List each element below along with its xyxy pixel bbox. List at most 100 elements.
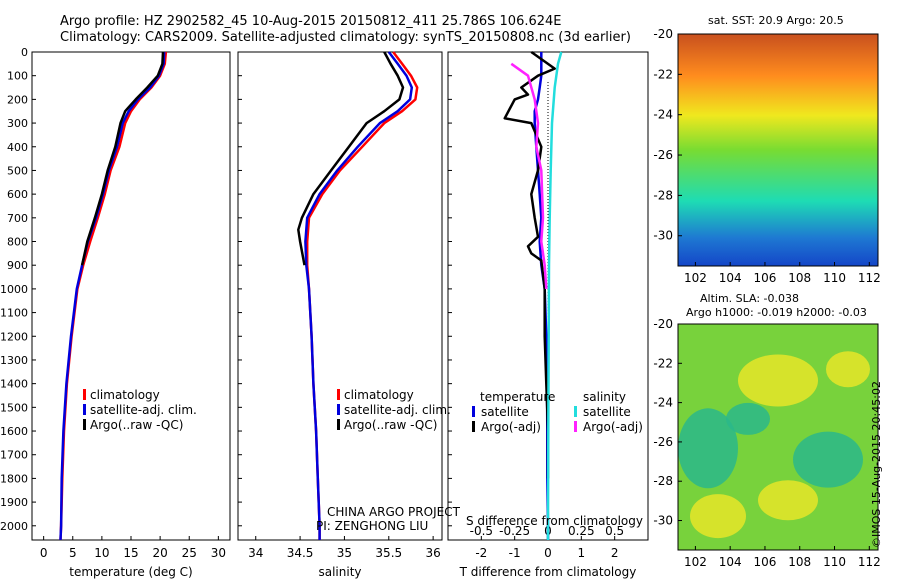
x-tick-label: 25 (182, 546, 197, 560)
x-axis-label: temperature (deg C) (69, 565, 192, 579)
sla-blob (726, 402, 770, 435)
legend-swatch (83, 419, 86, 430)
y-tick-label: 400 (7, 141, 28, 154)
map-sst-title: sat. SST: 20.9 Argo: 20.5 (708, 14, 844, 27)
chart-title-line2: Climatology: CARS2009. Satellite-adjuste… (60, 30, 631, 45)
sla-map: -20 -22 -24 -26 -28 -30 102 104 106 108 110 112 (653, 317, 880, 569)
legend-swatch (574, 421, 577, 432)
chart-panel-2: 34 34.5 35 35.5 36 salinity (237, 51, 443, 579)
y-tick-label: 1300 (0, 354, 28, 367)
lat-tick-label: -26 (653, 435, 673, 449)
lat-tick-label: -26 (653, 148, 673, 162)
lat-tick-label: -28 (653, 188, 673, 202)
legend-swatch (472, 406, 475, 417)
series-line (510, 62, 548, 289)
top-tick-label: 0.25 (568, 524, 595, 538)
legend-swatch (83, 389, 86, 400)
legend-label: satellite-adj. clim. (344, 403, 451, 417)
legend-label: Argo(..raw -QC) (90, 418, 183, 432)
y-tick-label: 1000 (0, 283, 28, 296)
series-line (59, 51, 166, 541)
legend-label: Argo(-adj) (481, 420, 541, 434)
x-tick-label: 20 (152, 546, 167, 560)
lat-tick-label: -20 (653, 317, 673, 331)
top-tick-label: -0.5 (470, 524, 493, 538)
y-tick-label: 300 (7, 117, 28, 130)
x-tick-label: 2 (611, 546, 619, 560)
x-axis-label: salinity (318, 565, 361, 579)
sla-blob (690, 494, 746, 539)
lat-tick-label: -30 (653, 514, 673, 528)
sla-blob (758, 480, 818, 521)
lat-tick-label: -22 (653, 356, 673, 370)
x-tick-label: 0 (544, 546, 552, 560)
chart-title-line1: Argo profile: HZ 2902582_45 10-Aug-2015 … (60, 14, 562, 29)
sst-map: -20 -22 -24 -26 -28 -30 102 104 106 108 110 112 (653, 27, 880, 285)
y-tick-label: 100 (7, 70, 28, 83)
legend-label: Argo(..raw -QC) (344, 418, 437, 432)
lat-tick-label: -28 (653, 474, 673, 488)
y-tick-label: 0 (21, 46, 28, 59)
x-tick-label: 35 (337, 546, 352, 560)
sla-blob (678, 408, 738, 489)
legend-label: satellite (583, 405, 631, 419)
x-tick-label: 0 (40, 546, 48, 560)
project-label: CHINA ARGO PROJECT (327, 505, 461, 519)
lon-tick-label: 104 (719, 271, 742, 285)
map-frame (677, 33, 879, 267)
top-tick-label: 0.5 (605, 524, 624, 538)
legend-label: satellite-adj. clim. (90, 403, 197, 417)
legend-head-salinity: salinity (583, 390, 626, 404)
lat-tick-label: -30 (653, 229, 673, 243)
x-tick-label: 10 (94, 546, 109, 560)
y-tick-label: 200 (7, 93, 28, 106)
series-line (297, 51, 405, 266)
map-sla-title1: Altim. SLA: -0.038 (700, 292, 800, 305)
y-tick-label: 1100 (0, 307, 28, 320)
y-tick-label: 1800 (0, 472, 28, 485)
map-frame (677, 323, 879, 551)
x-tick-label: 15 (123, 546, 138, 560)
y-tick-label: 1200 (0, 330, 28, 343)
lon-tick-label: 106 (754, 555, 777, 569)
legend-swatch (472, 421, 475, 432)
lon-tick-label: 112 (858, 271, 881, 285)
y-tick-label: 1500 (0, 401, 28, 414)
sla-blob (738, 354, 818, 407)
sla-blob (826, 351, 870, 388)
lon-tick-label: 110 (823, 271, 846, 285)
series-line (503, 50, 556, 479)
y-tick-label: 1400 (0, 378, 28, 391)
legend-label: Argo(-adj) (583, 420, 643, 434)
pi-label: PI: ZENGHONG LIU (316, 519, 428, 533)
legend-head-temperature: temperature (480, 390, 555, 404)
x-tick-label: 36 (425, 546, 440, 560)
map-sla-title2: Argo h1000: -0.019 h2000: -0.03 (686, 306, 867, 319)
y-tick-label: 700 (7, 212, 28, 225)
lat-tick-label: -24 (653, 108, 673, 122)
chart-panel-3: -2 -1 0 1 2 T difference from climatology -0.5… (447, 50, 649, 579)
lon-tick-label: 112 (858, 555, 881, 569)
lon-tick-label: 102 (684, 271, 707, 285)
x-tick-label: -1 (509, 546, 521, 560)
legend-swatch (337, 404, 340, 415)
x-tick-label: 34 (248, 546, 263, 560)
y-tick-label: 800 (7, 236, 28, 249)
x-tick-label: 34.5 (287, 546, 314, 560)
series-line (304, 51, 414, 540)
x-tick-label: 35.5 (375, 546, 402, 560)
legend-swatch (337, 389, 340, 400)
lon-tick-label: 110 (823, 555, 846, 569)
lat-tick-label: -24 (653, 396, 673, 410)
x-tick-label: 1 (578, 546, 586, 560)
series-line (546, 51, 563, 540)
x-tick-label: -2 (475, 546, 487, 560)
y-tick-label: 1900 (0, 496, 28, 509)
top-tick-label: -0.25 (499, 524, 530, 538)
y-tick-label: 900 (7, 259, 28, 272)
y-tick-label: 1700 (0, 449, 28, 462)
y-tick-label: 600 (7, 188, 28, 201)
